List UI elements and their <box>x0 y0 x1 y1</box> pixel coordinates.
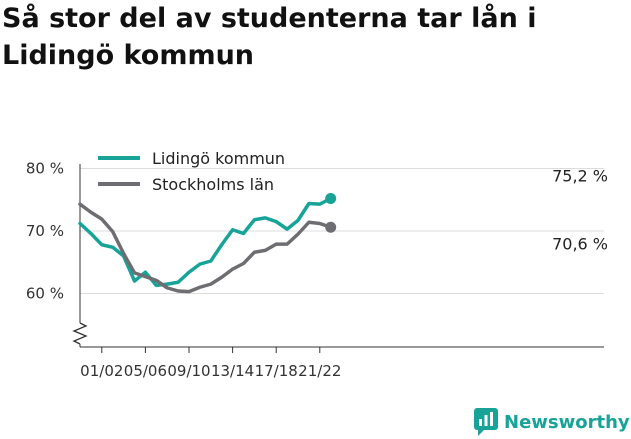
legend-label-1: Stockholms län <box>152 175 274 194</box>
y-tick-label: 60 % <box>26 285 64 303</box>
x-tick-label: 17/18 <box>255 362 298 380</box>
x-tick-label: 21/22 <box>298 362 341 380</box>
x-axis: 01/02 05/06 09/10 13/14 17/18 21/22 <box>80 346 604 380</box>
series-lines: 75,2 % 70,6 % <box>78 167 608 294</box>
series-line-1 <box>78 202 333 294</box>
x-tick-label: 13/14 <box>211 362 254 380</box>
series-line-0 <box>78 196 333 288</box>
x-tick-label: 01/02 <box>80 362 123 380</box>
newsworthy-logo-icon <box>474 408 498 436</box>
y-axis: 60 % 70 % 80 % <box>26 160 88 347</box>
y-tick-label: 70 % <box>26 222 64 240</box>
chart-title: Så stor del av studenterna tar lån i Lid… <box>2 3 537 71</box>
y-tick-label: 80 % <box>26 160 64 178</box>
end-label-0: 75,2 % <box>552 167 608 186</box>
brand: Newsworthy <box>474 406 630 438</box>
series-endpoint-1 <box>325 221 337 233</box>
axis-break-icon <box>72 322 88 345</box>
legend: Lidingö kommun Stockholms län <box>98 149 285 194</box>
end-label-1: 70,6 % <box>552 234 608 253</box>
x-tick-label: 09/10 <box>167 362 210 380</box>
legend-label-0: Lidingö kommun <box>152 149 285 168</box>
brand-name: Newsworthy <box>504 411 630 433</box>
x-tick-label: 05/06 <box>124 362 167 380</box>
series-endpoint-0 <box>325 193 337 204</box>
gridlines <box>80 168 604 294</box>
